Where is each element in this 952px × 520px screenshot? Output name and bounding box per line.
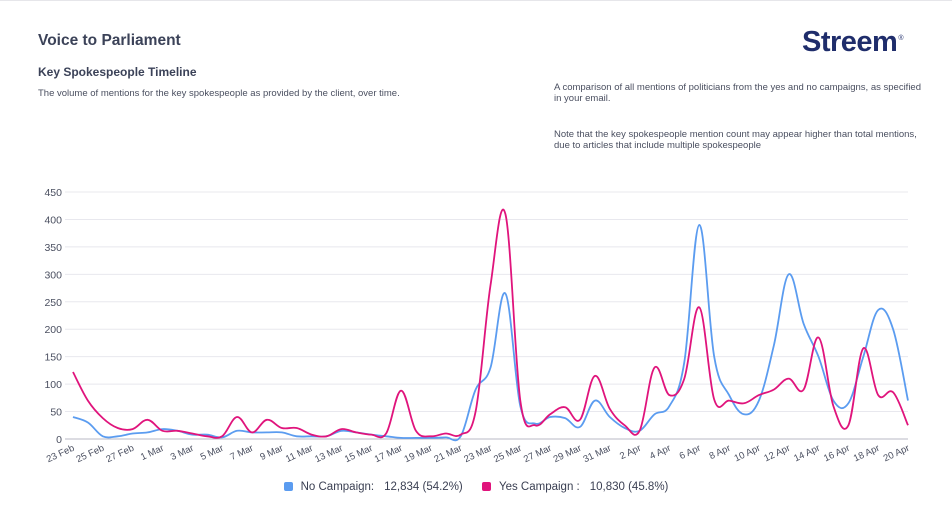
x-tick-label: 27 Feb bbox=[104, 443, 135, 465]
y-tick-label: 100 bbox=[44, 379, 62, 391]
x-tick-label: 20 Apr bbox=[882, 443, 912, 465]
x-tick-label: 11 Mar bbox=[284, 443, 315, 465]
yes-campaign-line bbox=[72, 208, 909, 439]
legend-value-yes: 10,830 (45.8%) bbox=[589, 481, 669, 493]
x-tick-label: 19 Mar bbox=[403, 443, 434, 465]
y-tick-label: 150 bbox=[44, 352, 62, 364]
brand-name: Streem bbox=[802, 26, 898, 58]
top-divider bbox=[0, 0, 952, 1]
grid-lines bbox=[65, 191, 908, 440]
x-tick-label: 12 Apr bbox=[762, 443, 792, 465]
x-tick-label: 16 Apr bbox=[822, 443, 852, 465]
y-axis-ticks: 0 50 100 150 200 250 300 350 400 450 bbox=[44, 187, 62, 446]
y-tick-label: 400 bbox=[44, 214, 62, 226]
x-tick-label: 8 Apr bbox=[708, 443, 733, 462]
x-tick-label: 29 Mar bbox=[552, 443, 583, 465]
x-tick-label: 23 Mar bbox=[462, 443, 493, 465]
registered-mark: ® bbox=[898, 35, 903, 43]
legend-swatch-no bbox=[283, 482, 293, 491]
y-tick-label: 350 bbox=[44, 242, 62, 254]
y-tick-label: 200 bbox=[44, 324, 62, 336]
x-tick-label: 6 Apr bbox=[678, 443, 703, 462]
legend-value-no: 12,834 (54.2%) bbox=[384, 481, 463, 493]
x-tick-label: 17 Mar bbox=[373, 443, 404, 465]
x-tick-label: 2 Apr bbox=[618, 443, 643, 462]
y-tick-label: 300 bbox=[44, 269, 62, 281]
x-tick-label: 25 Feb bbox=[75, 443, 106, 465]
comparison-note: A comparison of all mentions of politici… bbox=[554, 82, 921, 104]
y-tick-label: 0 bbox=[56, 434, 62, 446]
legend-swatch-yes bbox=[481, 482, 491, 491]
spokespeople-note: Note that the key spokespeople mention c… bbox=[554, 129, 917, 151]
x-tick-label: 4 Apr bbox=[648, 443, 673, 462]
x-tick-label: 13 Mar bbox=[313, 443, 344, 465]
legend-label-no: No Campaign: bbox=[300, 481, 375, 493]
x-tick-label: 23 Feb bbox=[45, 443, 76, 465]
x-tick-label: 3 Mar bbox=[169, 443, 196, 463]
y-tick-label: 250 bbox=[44, 297, 62, 309]
y-tick-label: 50 bbox=[50, 407, 62, 419]
chart-legend: No Campaign: 12,834 (54.2%) Yes Campaign … bbox=[0, 481, 952, 493]
legend-no-campaign[interactable]: No Campaign: 12,834 (54.2%) bbox=[283, 481, 463, 493]
legend-label-yes: Yes Campaign : bbox=[498, 481, 580, 493]
series-lines bbox=[72, 208, 909, 442]
x-tick-label: 27 Mar bbox=[522, 443, 553, 465]
x-tick-label: 15 Mar bbox=[343, 443, 374, 465]
streem-logo: Streem® bbox=[802, 26, 903, 59]
x-tick-label: 9 Mar bbox=[258, 443, 285, 463]
chart-description: The volume of mentions for the key spoke… bbox=[38, 88, 400, 99]
x-tick-label: 5 Mar bbox=[199, 443, 226, 463]
x-tick-label: 31 Mar bbox=[582, 443, 613, 465]
x-tick-label: 25 Mar bbox=[492, 443, 523, 465]
y-tick-label: 450 bbox=[44, 187, 62, 199]
x-tick-label: 7 Mar bbox=[229, 443, 256, 463]
x-tick-label: 18 Apr bbox=[852, 443, 882, 465]
no-campaign-line bbox=[72, 223, 909, 442]
x-tick-label: 21 Mar bbox=[432, 443, 463, 465]
x-tick-label: 1 Mar bbox=[139, 443, 166, 463]
chart-subtitle: Key Spokespeople Timeline bbox=[38, 65, 197, 79]
page-title: Voice to Parliament bbox=[38, 32, 181, 49]
x-tick-label: 14 Apr bbox=[792, 443, 822, 465]
x-tick-label: 10 Apr bbox=[733, 443, 763, 465]
legend-yes-campaign[interactable]: Yes Campaign : 10,830 (45.8%) bbox=[481, 481, 669, 493]
